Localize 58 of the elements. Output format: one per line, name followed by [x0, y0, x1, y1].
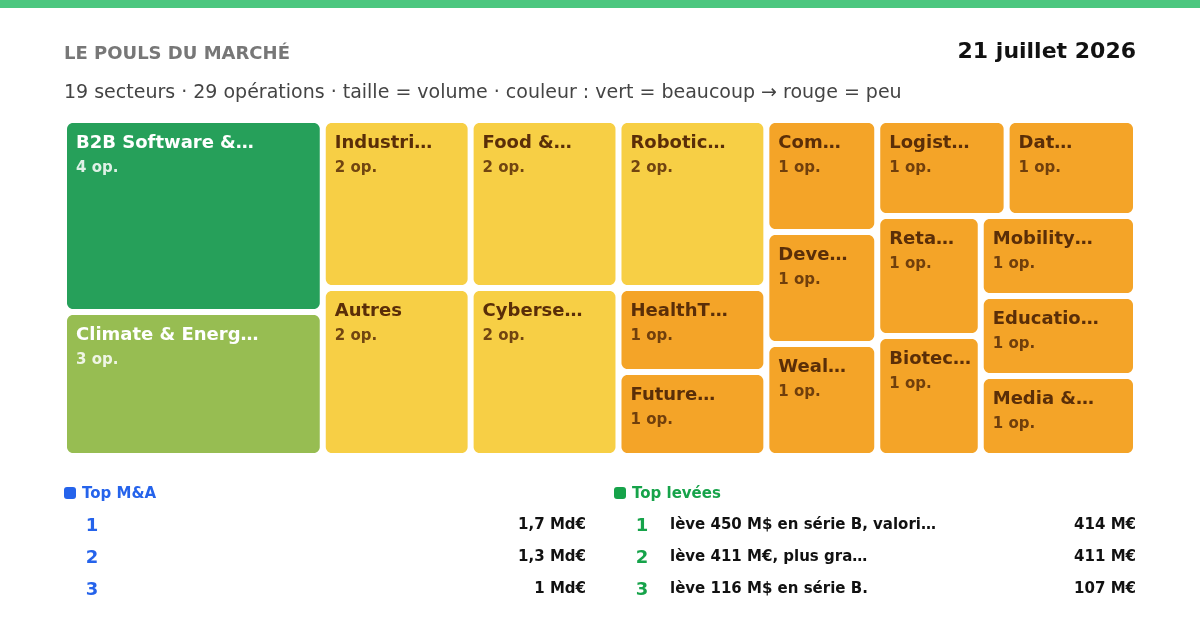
text: 3: [634, 577, 650, 599]
data-label: 1 op.: [889, 254, 932, 272]
text: LE POULS DU MARCHÉ: [64, 42, 290, 63]
category-label: Dat…: [1018, 131, 1073, 152]
category-label: Food &…: [482, 131, 572, 152]
data-label: 4 op.: [76, 158, 119, 176]
category-label: Com…: [778, 131, 841, 152]
text: 1,7 Md€: [518, 515, 586, 533]
text: 411 M€: [1074, 547, 1136, 565]
text: 414 M€: [1074, 515, 1136, 533]
text: Top M&A: [82, 484, 157, 502]
data-label: 1 op.: [778, 270, 821, 288]
text: lève 450 M$ en série B, valori…: [670, 515, 937, 533]
text: 1: [84, 513, 100, 535]
category-label: Autres: [334, 299, 402, 320]
category-label: Robotic…: [630, 131, 726, 152]
data-label: 2 op.: [334, 326, 378, 344]
text: lève 411 M€, plus gra…: [670, 547, 869, 565]
category-label: Future…: [630, 383, 716, 404]
category-label: Educatio…: [992, 307, 1099, 328]
text: 2: [84, 545, 100, 567]
category-label: Cyberse…: [482, 299, 583, 320]
data-label: 1 op.: [778, 158, 821, 176]
data-label: 1 op.: [778, 382, 821, 400]
text: lève 116 M$ en série B.: [670, 579, 869, 597]
data-label: 1 op.: [992, 414, 1036, 432]
category-label: Climate & Energ…: [76, 323, 259, 344]
text: 1,3 Md€: [518, 547, 586, 565]
text: 1 Md€: [534, 579, 586, 597]
data-label: 1 op.: [1018, 158, 1062, 176]
category-label: Mobility…: [992, 227, 1093, 248]
data-label: 2 op.: [482, 158, 526, 176]
text: 1: [634, 513, 650, 535]
text: 2: [634, 545, 650, 567]
data-label: 1 op.: [889, 374, 932, 392]
category-label: B2B Software &…: [76, 131, 254, 152]
text: 107 M€: [1074, 579, 1136, 597]
data-label: 1 op.: [992, 254, 1036, 272]
category-label: Weal…: [778, 355, 847, 376]
category-label: Biotec…: [889, 347, 971, 368]
data-label: 2 op.: [482, 326, 526, 344]
text: 21 juillet 2026: [957, 38, 1136, 63]
data-label: 1 op.: [630, 326, 673, 344]
category-label: Industri…: [334, 131, 433, 152]
data-label: 1 op.: [992, 334, 1036, 352]
text: 3: [84, 577, 100, 599]
category-label: HealthT…: [630, 299, 728, 320]
data-label: 3 op.: [76, 350, 119, 368]
data-label: 2 op.: [334, 158, 378, 176]
category-label: Reta…: [889, 227, 955, 248]
data-label: 1 op.: [889, 158, 932, 176]
category-label: Media &…: [992, 387, 1095, 408]
category-label: Logist…: [889, 131, 970, 152]
text: Top levées: [632, 484, 721, 502]
category-label: Deve…: [778, 243, 848, 264]
data-label: 1 op.: [630, 410, 673, 428]
text: 19 secteurs · 29 opérations · taille = volume · couleur : vert = beaucoup → rouge = peu: [64, 80, 902, 102]
data-label: 2 op.: [630, 158, 673, 176]
